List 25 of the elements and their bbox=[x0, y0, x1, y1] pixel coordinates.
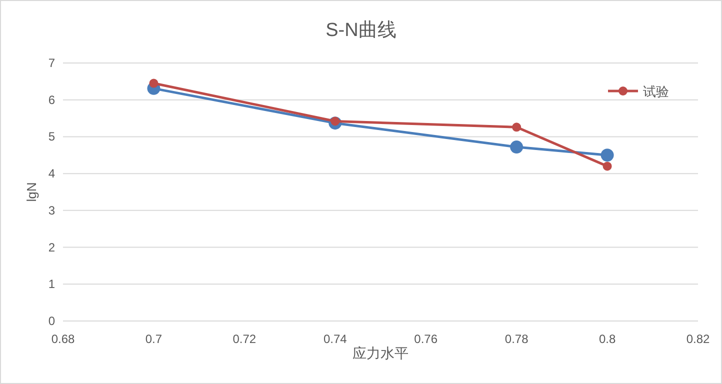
x-tick-label: 0.78 bbox=[504, 332, 529, 346]
x-tick-label: 0.82 bbox=[686, 332, 710, 346]
x-tick-label: 0.72 bbox=[232, 332, 256, 346]
x-tick-label: 0.7 bbox=[145, 332, 162, 346]
point bbox=[600, 148, 614, 162]
x-tick-label: 0.68 bbox=[51, 332, 75, 346]
y-tick-label: 5 bbox=[48, 130, 56, 144]
y-tick-label: 6 bbox=[48, 92, 56, 107]
y-tick-label: 3 bbox=[48, 203, 56, 218]
x-tick-label: 0.76 bbox=[414, 332, 438, 346]
y-tick-label: 0 bbox=[48, 314, 56, 328]
y-tick-label: 1 bbox=[48, 277, 56, 292]
x-axis-title: 应力水平 bbox=[352, 345, 408, 361]
point bbox=[602, 162, 612, 171]
y-tick-label: 7 bbox=[48, 56, 56, 70]
x-tick-label: 0.74 bbox=[323, 332, 348, 346]
point bbox=[512, 122, 522, 132]
y-tick-label: 2 bbox=[48, 240, 56, 254]
y-tick-label: 4 bbox=[48, 166, 56, 181]
point bbox=[510, 140, 524, 154]
point bbox=[149, 78, 158, 88]
y-axis-title: lgN bbox=[24, 182, 39, 202]
legend-label: 试验 bbox=[643, 84, 669, 99]
chart-title: S-N曲线 bbox=[326, 20, 396, 41]
x-tick-label: 0.8 bbox=[598, 332, 616, 346]
